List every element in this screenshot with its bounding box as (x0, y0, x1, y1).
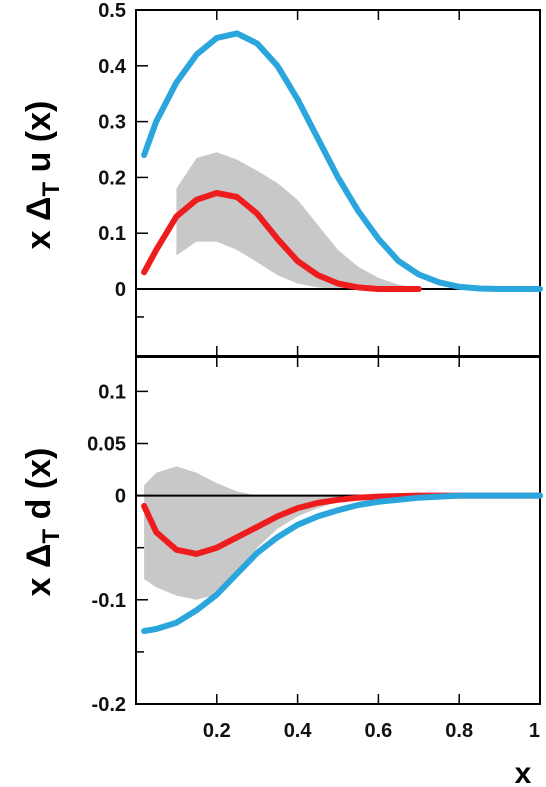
top-series-red-curve (141, 190, 422, 292)
x-axis-title: x (515, 757, 532, 787)
top-uncertainty-band (176, 152, 439, 289)
x-tick-label: 0.4 (284, 720, 313, 742)
bottom-y-axis-title: x ΔT d (x) (20, 448, 65, 597)
x-tick-label: 0.2 (203, 720, 231, 742)
bottom-panel-d-quark: 0.1 0.05 0 -0.1 -0.2 (87, 356, 543, 716)
bottom-series-blue-curve (141, 492, 543, 635)
top-y-tick-label: 0.5 (98, 0, 126, 22)
top-panel-u-quark: 0.5 0.4 0.3 0.2 0.1 0 (98, 0, 543, 357)
top-y-tick-label: 0.1 (98, 223, 126, 245)
x-tick-label: 0.6 (364, 720, 392, 742)
bottom-y-tick-label: 0.1 (98, 381, 126, 403)
bottom-y-tick-label: 0.05 (87, 433, 126, 455)
bottom-y-tick-label: -0.1 (92, 590, 126, 612)
top-y-tick-label: 0 (115, 279, 126, 301)
bottom-uncertainty-band (144, 466, 379, 600)
top-series-blue-curve (141, 30, 543, 292)
top-y-axis-title: x ΔT u (x) (20, 101, 65, 250)
bottom-series-red-curve (141, 492, 543, 557)
top-y-tick-label: 0.2 (98, 167, 126, 189)
bottom-y-tick-label: -0.2 (92, 694, 126, 716)
x-tick-label: 1 (529, 720, 540, 742)
top-y-tick-label: 0.4 (98, 56, 127, 78)
bottom-panel-frame (135, 356, 541, 705)
x-tick-label: 0.8 (445, 720, 473, 742)
bottom-y-tick-label: 0 (115, 486, 126, 508)
top-y-tick-label: 0.3 (98, 112, 126, 134)
